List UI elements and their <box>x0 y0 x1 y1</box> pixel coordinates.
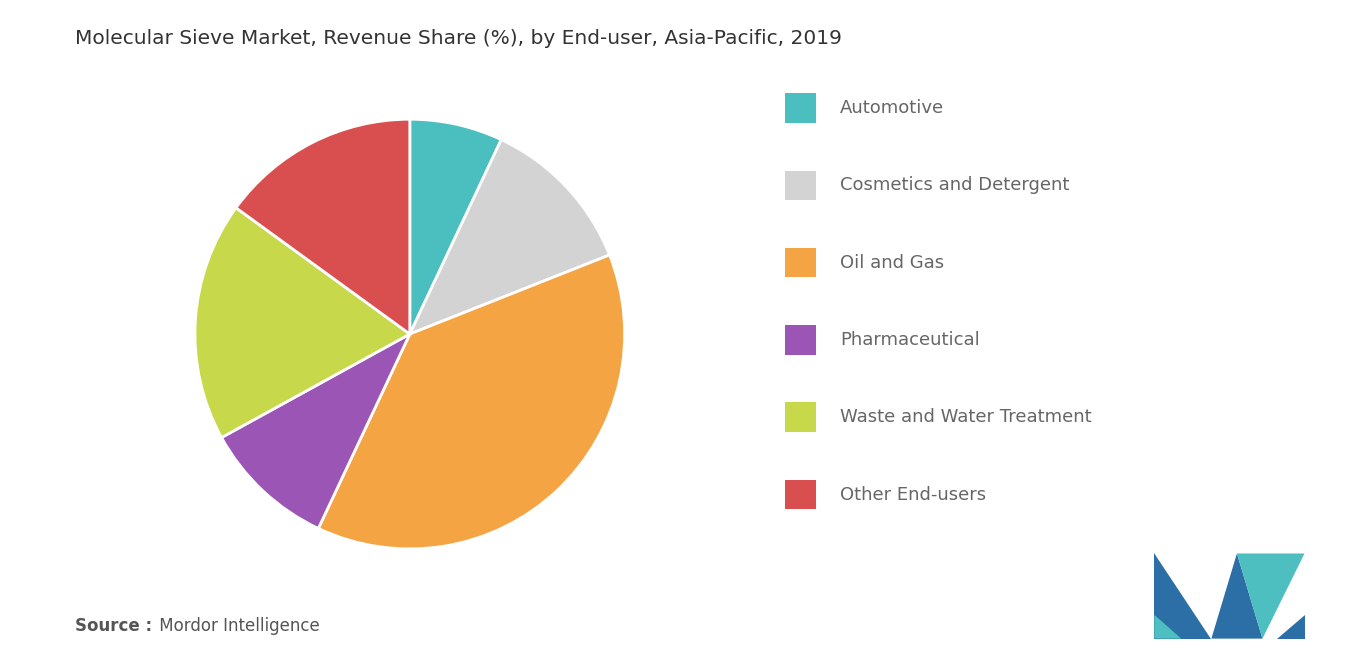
Wedge shape <box>236 119 410 334</box>
Text: Molecular Sieve Market, Revenue Share (%), by End-user, Asia-Pacific, 2019: Molecular Sieve Market, Revenue Share (%… <box>75 29 841 48</box>
Text: Automotive: Automotive <box>840 99 944 117</box>
Wedge shape <box>318 255 624 549</box>
Wedge shape <box>410 140 609 334</box>
Polygon shape <box>1154 553 1212 639</box>
Wedge shape <box>410 119 501 334</box>
Polygon shape <box>1238 553 1305 639</box>
Text: Waste and Water Treatment: Waste and Water Treatment <box>840 408 1091 426</box>
Text: Mordor Intelligence: Mordor Intelligence <box>154 616 320 635</box>
Polygon shape <box>1212 553 1262 639</box>
Polygon shape <box>1277 615 1305 639</box>
Text: Other End-users: Other End-users <box>840 485 986 504</box>
Wedge shape <box>195 208 410 438</box>
Wedge shape <box>221 334 410 529</box>
Text: Source :: Source : <box>75 616 152 635</box>
Text: Oil and Gas: Oil and Gas <box>840 253 944 272</box>
Polygon shape <box>1154 615 1182 639</box>
Text: Pharmaceutical: Pharmaceutical <box>840 331 979 349</box>
Text: Cosmetics and Detergent: Cosmetics and Detergent <box>840 176 1070 195</box>
